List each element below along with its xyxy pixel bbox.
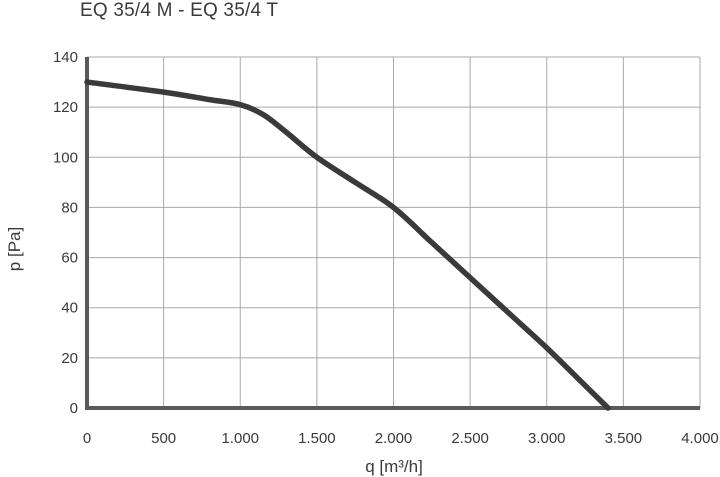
y-tick-label: 40 xyxy=(61,300,78,317)
y-tick-label: 120 xyxy=(53,99,78,116)
x-tick-label: 3.000 xyxy=(528,430,566,447)
y-tick-labels: 0 20 40 60 80 100 120 140 xyxy=(53,49,78,417)
y-axis-label: p [Pa] xyxy=(5,227,24,271)
series-group xyxy=(84,79,611,411)
y-tick-label: 0 xyxy=(70,400,78,417)
axes xyxy=(85,57,700,410)
x-axis-label: q [m³/h] xyxy=(365,457,423,476)
x-tick-label: 3.500 xyxy=(605,430,643,447)
y-tick-label: 100 xyxy=(53,149,78,166)
series-line xyxy=(84,79,611,411)
x-tick-label: 1.000 xyxy=(221,430,259,447)
x-tick-label: 0 xyxy=(83,430,91,447)
x-tick-label: 2.500 xyxy=(451,430,489,447)
x-tick-label: 2.000 xyxy=(375,430,413,447)
chart-title: EQ 35/4 M - EQ 35/4 T xyxy=(80,0,279,21)
x-tick-label: 1.500 xyxy=(298,430,336,447)
x-tick-label: 4.000 xyxy=(681,430,719,447)
x-tick-label: 500 xyxy=(151,430,176,447)
y-tick-label: 80 xyxy=(61,199,78,216)
grid xyxy=(87,56,701,408)
x-tick-labels: 0 500 1.000 1.500 2.000 2.500 3.000 3.500 4.000 xyxy=(83,430,719,447)
y-tick-label: 20 xyxy=(61,350,78,367)
y-tick-label: 140 xyxy=(53,49,78,66)
y-tick-label: 60 xyxy=(61,250,78,267)
